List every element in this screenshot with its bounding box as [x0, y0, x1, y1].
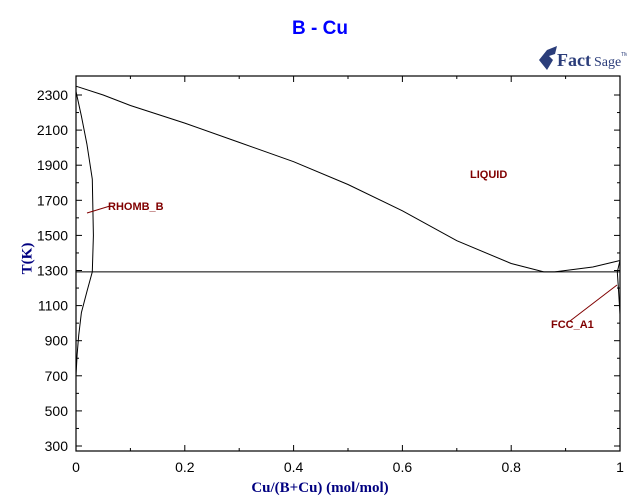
phase-label-rhomb_b: RHOMB_B [108, 201, 164, 213]
x-tick-label: 0.4 [284, 459, 304, 475]
svg-text:TM: TM [621, 52, 627, 58]
y-tick-label: 1500 [37, 227, 68, 243]
x-tick-label: 0 [72, 459, 80, 475]
chart-title: B - Cu [292, 18, 348, 39]
fcc-leader-line [569, 284, 618, 322]
y-tick-label: 2100 [37, 122, 68, 138]
y-tick-label: 700 [45, 368, 69, 384]
y-tick-label: 500 [45, 403, 69, 419]
phase-label-fcc_a1: FCC_A1 [551, 319, 594, 331]
x-tick-label: 0.2 [175, 459, 195, 475]
y-tick-label: 1300 [37, 263, 68, 279]
y-tick-label: 900 [45, 333, 69, 349]
y-tick-label: 1700 [37, 192, 68, 208]
plot-frame [75, 75, 621, 452]
y-tick-label: 2300 [37, 87, 68, 103]
factsage-logo: Fact Sage TM [539, 46, 627, 70]
y-axis-label: T(K) [19, 242, 36, 275]
x-axis-label: Cu/(B+Cu) (mol/mol) [251, 480, 389, 496]
phase-boundary [616, 260, 621, 315]
y-tick-label: 1900 [37, 157, 68, 173]
phase-boundary [75, 91, 94, 272]
phase-boundary [75, 85, 621, 273]
y-tick-label: 1100 [38, 298, 68, 314]
phase-boundary [75, 271, 93, 376]
svg-text:Sage: Sage [594, 55, 621, 70]
logo-text-fact: Fact [557, 50, 591, 70]
x-tick-label: 1 [616, 459, 624, 475]
x-tick-label: 0.8 [501, 459, 521, 475]
y-tick-label: 300 [45, 438, 69, 454]
phase-label-liquid: LIQUID [470, 169, 507, 181]
x-tick-label: 0.6 [393, 459, 413, 475]
rhomb-leader-line [86, 205, 111, 214]
